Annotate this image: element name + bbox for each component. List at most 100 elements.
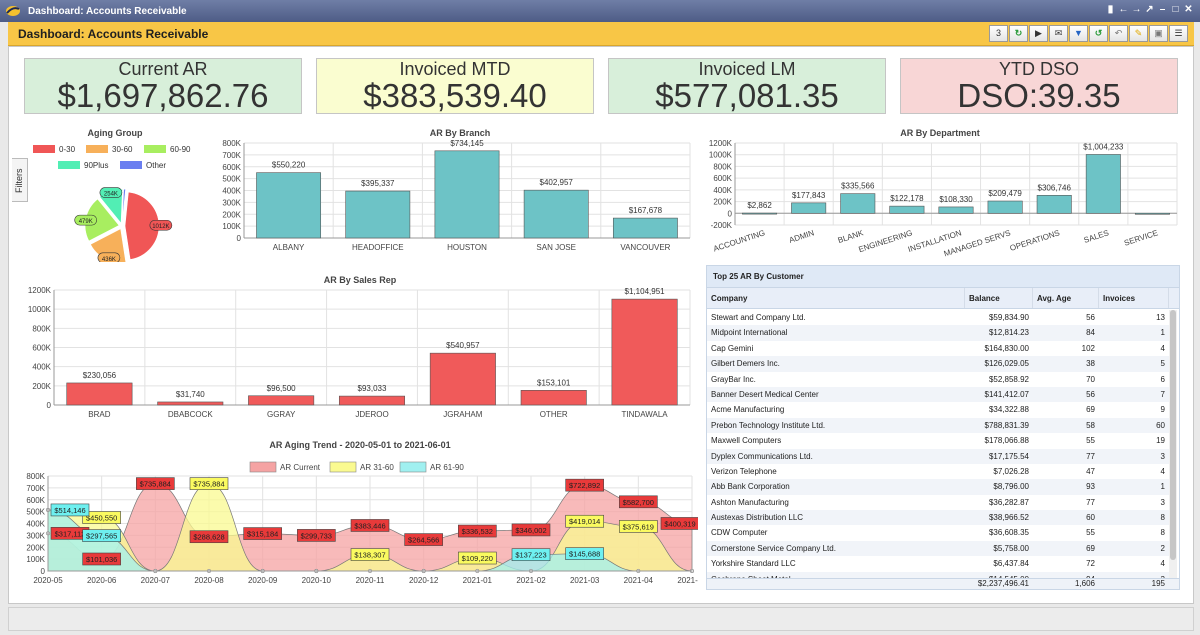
undo-icon[interactable]: ↶ xyxy=(1109,25,1128,42)
kpi-invoiced-mtd: Invoiced MTD $383,539.40 xyxy=(316,58,594,114)
table-row[interactable]: Austexas Distribution LLC $38,966.52 60 8 xyxy=(707,510,1169,526)
bar xyxy=(520,390,587,406)
cell-avg-age: 72 xyxy=(1086,559,1095,569)
x-tick-label: ADMIN xyxy=(788,228,816,245)
x-tick-label: 2020-12 xyxy=(409,576,439,585)
top-customers-grid: Top 25 AR By Customer Company Balance Av… xyxy=(706,265,1180,590)
table-row[interactable]: Cornerstone Service Company Ltd. $5,758.0… xyxy=(707,540,1169,557)
refresh-count-badge[interactable]: 3 xyxy=(989,25,1008,42)
maximize-icon[interactable]: □ xyxy=(1172,4,1179,15)
data-label: $145,688 xyxy=(569,550,600,559)
popout-icon[interactable]: ↗ xyxy=(1145,4,1154,15)
cell-invoices: 13 xyxy=(1156,313,1165,322)
refresh-icon[interactable]: ↺ xyxy=(1089,25,1108,42)
x-tick-label: 2020-07 xyxy=(141,576,171,585)
cell-balance: $59,834.90 xyxy=(988,313,1029,322)
legend-swatch xyxy=(399,461,427,473)
table-row[interactable]: Maxwell Computers $178,066.88 55 19 xyxy=(707,433,1169,448)
x-tick-label: 2021-04 xyxy=(624,576,654,585)
y-tick-label: 800K xyxy=(713,162,732,171)
pie-label: 436K xyxy=(102,257,116,262)
bar xyxy=(1036,195,1072,214)
data-label: $93,033 xyxy=(358,384,387,393)
minimize-icon[interactable]: – xyxy=(1159,4,1166,15)
bookmark-icon[interactable]: ▮ xyxy=(1107,4,1114,15)
x-tick-label: GGRAY xyxy=(267,410,296,419)
bar xyxy=(987,200,1023,214)
column-header-avg-age[interactable]: Avg. Age xyxy=(1033,288,1099,308)
dashboard-toolbar: 3 ↻ ▶ ✉ ▼ ↺ ↶ ✎ ▣ ☰ xyxy=(989,25,1188,42)
data-label-bg xyxy=(565,478,604,492)
x-tick-label: 2021-05 xyxy=(677,576,698,585)
y-tick-label: 1200K xyxy=(709,139,733,148)
cell-avg-age: 56 xyxy=(1086,313,1095,322)
cell-invoices: 3 xyxy=(1099,572,1169,580)
table-row[interactable]: Prebon Technology Institute Ltd. $788,831… xyxy=(707,417,1169,434)
comment-icon[interactable]: ✉ xyxy=(1049,25,1068,42)
table-row[interactable]: Midpoint International $12,814.23 84 1 xyxy=(707,325,1169,341)
filters-tab[interactable]: Filters xyxy=(12,158,28,202)
column-header-balance[interactable]: Balance xyxy=(965,288,1033,308)
grid-scrollbar[interactable] xyxy=(1169,310,1177,580)
data-label-bg xyxy=(404,533,443,546)
cell-company: Ashton Manufacturing xyxy=(711,497,789,507)
data-label: $1,104,951 xyxy=(625,287,666,296)
table-row[interactable]: Abb Bank Corporation $8,796.00 93 1 xyxy=(707,479,1169,495)
cell-avg-age: 55 xyxy=(1086,528,1095,538)
cell-invoices: 2 xyxy=(1160,543,1165,553)
table-row[interactable]: Stewart and Company Ltd. $59,834.90 56 13 xyxy=(707,310,1169,325)
cell-avg-age: 77 xyxy=(1086,451,1095,461)
data-label: $336,532 xyxy=(462,527,493,536)
filter-icon[interactable]: ▼ xyxy=(1069,25,1088,42)
column-header-company[interactable]: Company xyxy=(707,288,965,308)
edit-icon[interactable]: ✎ xyxy=(1129,25,1148,42)
cell-avg-age: 94 xyxy=(1033,572,1099,580)
cell-balance: $5,758.00 xyxy=(993,543,1029,553)
cell-invoices: 3 xyxy=(1160,451,1165,461)
data-label: $722,892 xyxy=(569,481,600,490)
x-tick-label: 2021-02 xyxy=(516,576,546,585)
cell-invoices: 19 xyxy=(1156,436,1165,446)
table-row[interactable]: Acme Manufacturing $34,322.88 69 9 xyxy=(707,402,1169,417)
kpi-current-ar: Current AR $1,697,862.76 xyxy=(24,58,302,114)
forward-icon[interactable]: → xyxy=(1131,4,1142,15)
grid-header: Company Balance Avg. Age Invoices xyxy=(707,288,1179,309)
table-row[interactable]: Verizon Telephone $7,026.28 47 4 xyxy=(707,464,1169,479)
table-row[interactable]: Cochrane Sheet Metal$14,545.00943 xyxy=(707,571,1169,580)
bar xyxy=(742,212,778,215)
table-row[interactable]: CDW Computer $36,608.35 55 8 xyxy=(707,525,1169,540)
x-tick-label: OPERATIONS xyxy=(1009,228,1061,253)
y-tick-label: 100K xyxy=(222,222,241,231)
save-icon[interactable]: ▣ xyxy=(1149,25,1168,42)
table-row[interactable]: Ashton Manufacturing $36,282.87 77 3 xyxy=(707,495,1169,510)
x-tick-label: 2021-01 xyxy=(463,576,493,585)
cell-invoices: 8 xyxy=(1160,528,1165,538)
kpi-value: $577,081.35 xyxy=(655,77,839,114)
play-icon[interactable]: ▶ xyxy=(1029,25,1048,42)
back-icon[interactable]: ← xyxy=(1118,4,1129,15)
cell-company: Cochrane Sheet Metal xyxy=(707,572,965,580)
auto-refresh-icon[interactable]: ↻ xyxy=(1009,25,1028,42)
data-label: $735,884 xyxy=(140,480,171,489)
table-row[interactable]: Gilbert Demers Inc. $126,029.05 38 5 xyxy=(707,356,1169,372)
cell-balance: $36,282.87 xyxy=(988,497,1029,507)
table-row[interactable]: Yorkshire Standard LLC $6,437.84 72 4 xyxy=(707,556,1169,571)
x-tick-label: DBABCOCK xyxy=(168,410,214,419)
grid-scrollbar-thumb[interactable] xyxy=(1170,310,1176,560)
data-label-bg xyxy=(82,552,121,566)
y-tick-label: 200K xyxy=(222,210,241,219)
menu-icon[interactable]: ☰ xyxy=(1169,25,1188,42)
table-row[interactable]: Dyplex Communications Ltd. $17,175.54 77 3 xyxy=(707,448,1169,464)
x-tick-label: OTHER xyxy=(540,410,568,419)
cell-avg-age: 60 xyxy=(1086,513,1095,523)
table-row[interactable]: Cap Gemini $164,830.00 102 4 xyxy=(707,341,1169,356)
data-label: $540,957 xyxy=(446,341,480,350)
table-row[interactable]: GrayBar Inc. $52,858.92 70 6 xyxy=(707,372,1169,387)
table-row[interactable]: Banner Desert Medical Center $141,412.07 5… xyxy=(707,386,1169,403)
x-tick-label: JGRAHAM xyxy=(443,410,482,419)
close-icon[interactable]: ✕ xyxy=(1184,4,1193,15)
data-label: $375,619 xyxy=(623,522,654,531)
column-header-invoices[interactable]: Invoices xyxy=(1099,288,1169,308)
bar xyxy=(889,205,925,214)
y-tick-label: 600K xyxy=(222,163,241,172)
